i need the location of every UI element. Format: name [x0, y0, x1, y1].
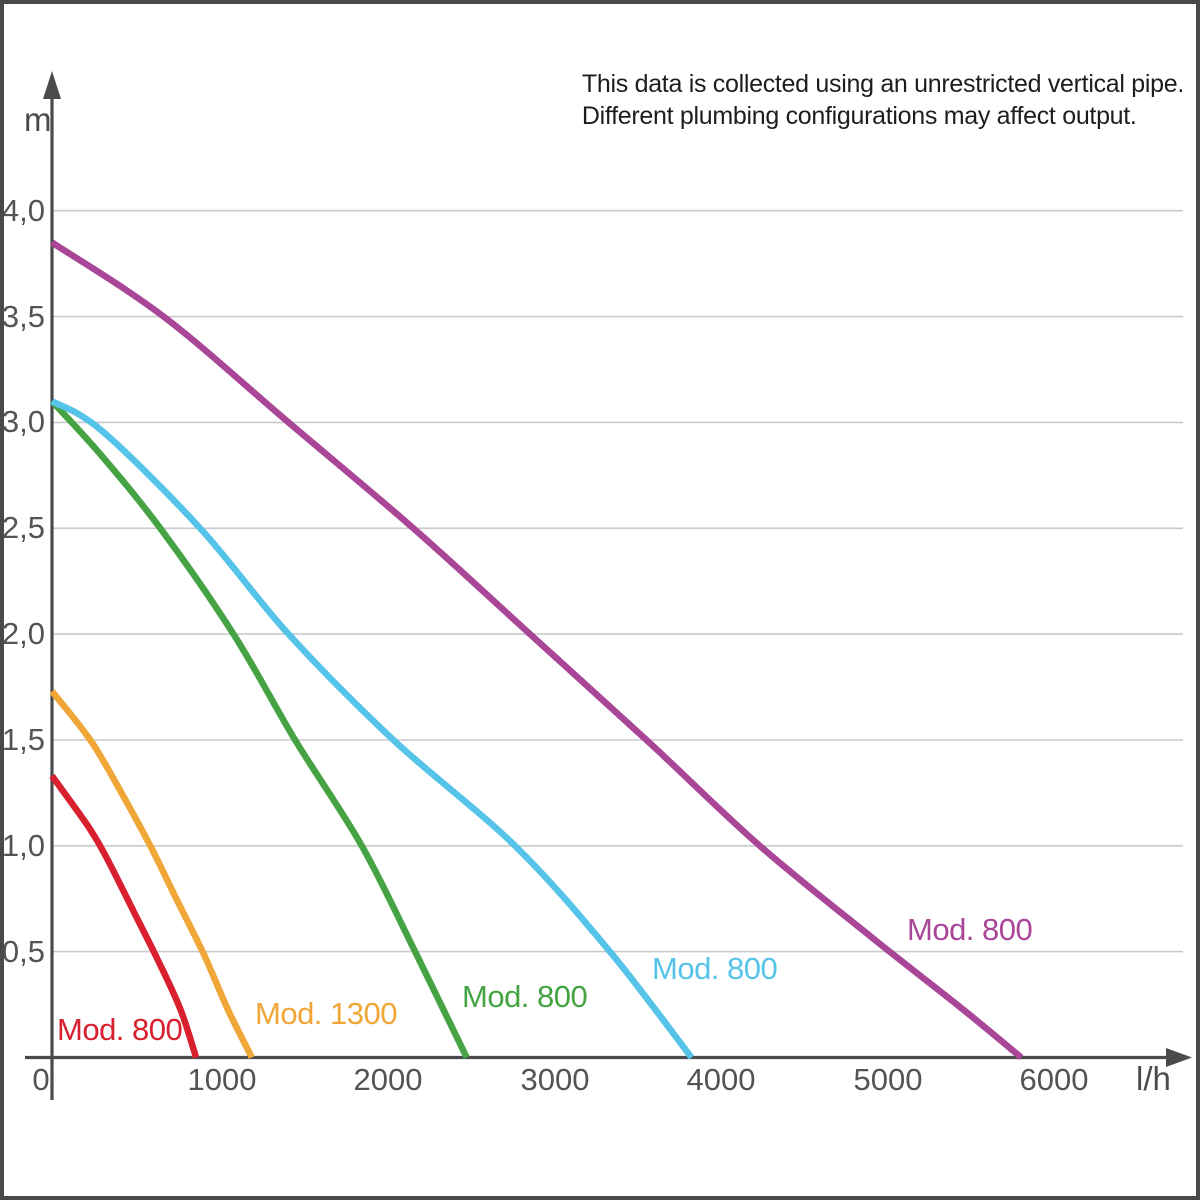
- y-tick-label-0: 0,5: [1, 934, 45, 969]
- y-tick-label-6: 3,5: [1, 299, 45, 334]
- note-line-2: Different plumbing configurations may af…: [581, 102, 1137, 130]
- curve-mod800-red: [49, 774, 200, 1059]
- gridlines: [52, 209, 1183, 953]
- y-tick-label-5: 3,0: [1, 404, 45, 439]
- curve-mod800-green: [49, 399, 470, 1059]
- x-axis-arrow-icon: [1166, 1048, 1192, 1067]
- y-axis-unit-label: m: [24, 101, 52, 138]
- axes: [25, 71, 1192, 1100]
- curve-mod1300-orange: [49, 689, 255, 1059]
- x-tick-label-2: 2000: [353, 1062, 423, 1097]
- x-tick-label-1: 1000: [187, 1062, 257, 1097]
- y-tick-label-3: 2,0: [1, 616, 45, 651]
- x-tick-label-0: 0: [32, 1062, 50, 1097]
- y-tick-label-2: 1,5: [1, 722, 45, 757]
- x-tick-label-4: 4000: [686, 1062, 756, 1097]
- x-tick-label-3: 3000: [520, 1062, 590, 1097]
- note-line-1: This data is collected using an unrestri…: [581, 70, 1184, 98]
- x-tick-label-6: 6000: [1019, 1062, 1089, 1097]
- curve-mod800-cyan: [50, 398, 695, 1060]
- series-label-mod1300-orange: Mod. 1300: [255, 996, 398, 1031]
- curve-mod800-magenta: [50, 239, 1024, 1061]
- y-tick-label-7: 4,0: [1, 193, 45, 228]
- y-tick-label-1: 1,0: [1, 828, 45, 863]
- curves: [49, 239, 1024, 1061]
- disclaimer-note: This data is collected using an unrestri…: [582, 68, 1184, 132]
- series-label-mod800-cyan: Mod. 800: [652, 951, 778, 986]
- series-label-mod800-green: Mod. 800: [462, 979, 588, 1014]
- series-label-mod800-red: Mod. 800: [57, 1012, 183, 1047]
- x-axis-unit-label: l/h: [1136, 1060, 1171, 1097]
- x-tick-label-5: 5000: [853, 1062, 923, 1097]
- y-tick-label-4: 2,5: [1, 510, 45, 545]
- y-axis-arrow-icon: [43, 71, 61, 99]
- series-label-mod800-magenta: Mod. 800: [907, 912, 1033, 947]
